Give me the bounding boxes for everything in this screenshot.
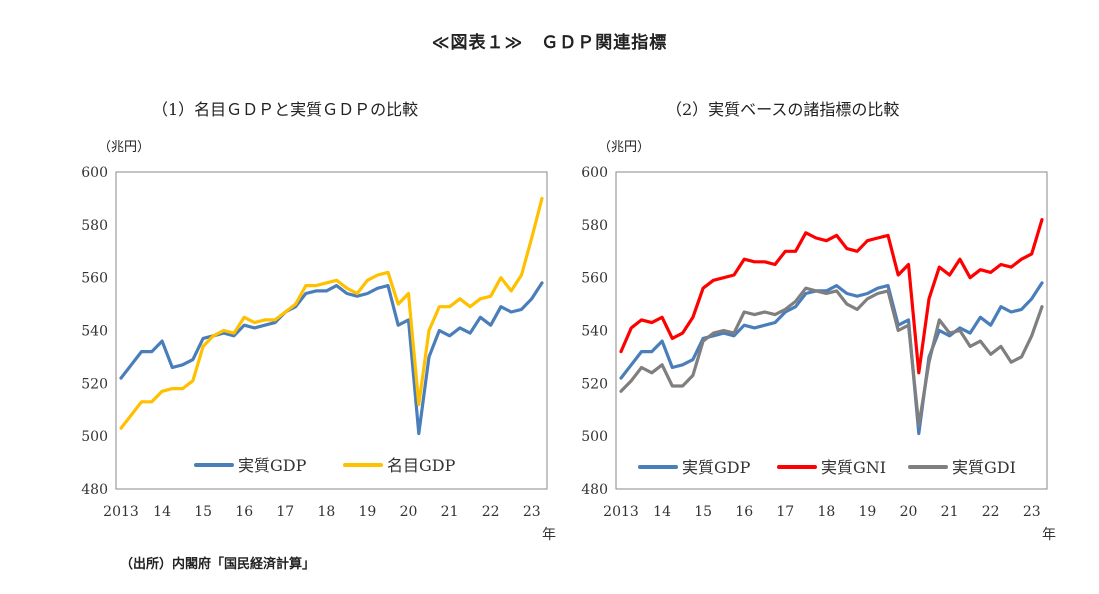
source-note: （出所）内閣府「国民経済計算」 (120, 557, 316, 572)
y-tick-label: 500 (581, 429, 608, 445)
legend-label: 実質GDI (952, 458, 1016, 477)
y-tick-label: 500 (81, 429, 108, 445)
x-axis-unit: 年 (1042, 527, 1056, 543)
series-line-1 (619, 281, 1044, 436)
y-tick-label: 580 (81, 218, 108, 234)
legend-label: 名目GDP (387, 456, 456, 475)
series-line-2 (619, 218, 1044, 375)
x-tick-label: 14 (153, 504, 171, 520)
legend-label: 実質GDP (682, 458, 751, 477)
x-tick-label: 17 (776, 504, 794, 520)
y-tick-label: 480 (581, 482, 608, 498)
x-tick-label: 15 (694, 504, 712, 520)
x-tick-label: 20 (900, 504, 918, 520)
y-tick-label: 560 (81, 271, 108, 287)
x-tick-label: 23 (523, 504, 541, 520)
y-tick-label: 540 (581, 324, 608, 340)
x-tick-label: 23 (1023, 504, 1041, 520)
y-tick-label: 480 (81, 482, 108, 498)
x-tick-label: 22 (482, 504, 500, 520)
x-tick-label: 19 (359, 504, 377, 520)
x-tick-label: 20 (400, 504, 418, 520)
chart1-subtitle: （1）名目ＧＤＰと実質ＧＤＰの比較 (152, 100, 419, 119)
x-tick-label: 16 (235, 504, 253, 520)
legend-label: 実質GDP (238, 456, 307, 475)
x-tick-label: 16 (735, 504, 753, 520)
x-tick-label: 19 (859, 504, 877, 520)
chart2-unit: （兆円） (598, 140, 651, 155)
x-tick-label: 21 (441, 504, 459, 520)
x-tick-label: 18 (317, 504, 335, 520)
x-tick-label: 22 (982, 504, 1000, 520)
x-tick-label: 2013 (603, 504, 639, 520)
y-tick-label: 520 (581, 376, 608, 392)
x-tick-label: 2013 (103, 504, 139, 520)
chart2-subtitle: （2）実質ベースの諸指標の比較 (666, 100, 900, 119)
plot-area (115, 171, 548, 490)
x-tick-label: 21 (941, 504, 959, 520)
figure-title: ≪図表１≫ ＧＤＰ関連指標 (431, 33, 668, 53)
y-tick-label: 560 (581, 271, 608, 287)
x-axis-unit: 年 (542, 527, 556, 543)
series-line-3 (619, 286, 1044, 428)
series-line-1 (119, 281, 544, 436)
x-tick-label: 18 (817, 504, 835, 520)
y-tick-label: 580 (581, 218, 608, 234)
y-tick-label: 520 (81, 376, 108, 392)
x-tick-label: 14 (653, 504, 671, 520)
legend-label: 実質GNI (821, 458, 886, 477)
plot-area (615, 171, 1048, 490)
x-tick-label: 17 (276, 504, 294, 520)
series-line-2 (119, 196, 544, 430)
y-tick-label: 600 (81, 165, 108, 181)
y-tick-label: 600 (581, 165, 608, 181)
y-tick-label: 540 (81, 324, 108, 340)
x-tick-label: 15 (194, 504, 212, 520)
chart1-unit: （兆円） (98, 140, 151, 155)
